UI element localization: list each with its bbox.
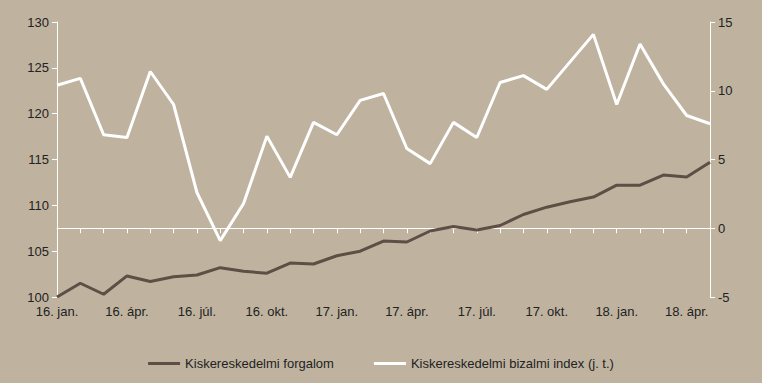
svg-text:16. jan.: 16. jan. — [36, 304, 79, 319]
svg-text:17. júl.: 17. júl. — [458, 304, 496, 319]
svg-text:16. okt.: 16. okt. — [246, 304, 289, 319]
svg-text:0: 0 — [718, 221, 725, 236]
svg-text:130: 130 — [27, 15, 49, 30]
svg-text:115: 115 — [28, 152, 49, 167]
svg-text:15: 15 — [718, 15, 732, 30]
svg-text:110: 110 — [28, 198, 49, 213]
svg-text:18. jan.: 18. jan. — [595, 304, 638, 319]
svg-text:16. júl.: 16. júl. — [178, 304, 216, 319]
svg-text:100: 100 — [27, 290, 49, 305]
svg-text:Kiskereskedelmi bizalmi index: Kiskereskedelmi bizalmi index (j. t.) — [411, 356, 614, 371]
svg-text:125: 125 — [27, 60, 49, 75]
svg-text:16. ápr.: 16. ápr. — [105, 304, 148, 319]
svg-text:5: 5 — [718, 152, 725, 167]
svg-text:-5: -5 — [718, 290, 730, 305]
svg-text:105: 105 — [27, 244, 49, 259]
svg-text:18. ápr.: 18. ápr. — [665, 304, 708, 319]
svg-text:17. okt.: 17. okt. — [525, 304, 568, 319]
svg-text:17. jan.: 17. jan. — [316, 304, 359, 319]
svg-text:Kiskereskedelmi forgalom: Kiskereskedelmi forgalom — [185, 356, 334, 371]
svg-text:120: 120 — [27, 106, 49, 121]
svg-text:10: 10 — [718, 83, 732, 98]
svg-text:17. ápr.: 17. ápr. — [385, 304, 428, 319]
